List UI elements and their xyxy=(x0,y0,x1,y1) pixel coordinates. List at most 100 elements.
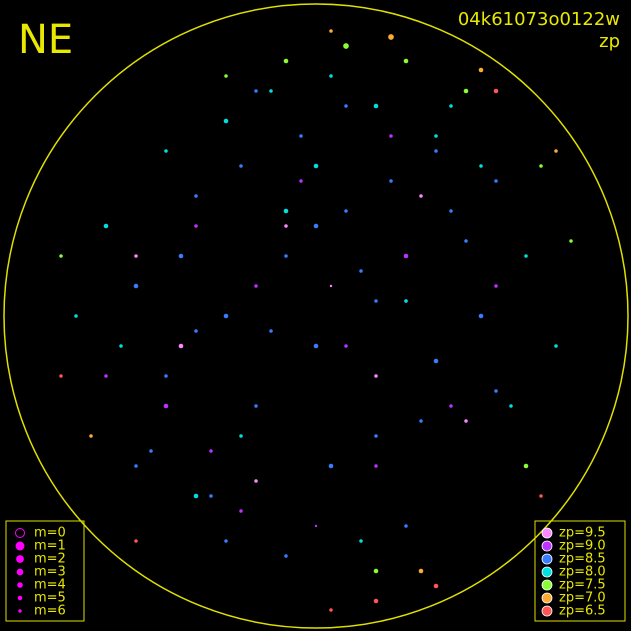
star xyxy=(254,284,258,288)
star xyxy=(389,134,393,138)
star xyxy=(134,254,138,258)
star xyxy=(328,463,334,469)
star xyxy=(194,329,198,333)
star xyxy=(478,67,484,73)
zp-legend-marker xyxy=(541,553,553,565)
star xyxy=(313,223,319,229)
star xyxy=(239,509,243,513)
star xyxy=(433,358,439,364)
star xyxy=(59,254,63,258)
star xyxy=(494,389,498,393)
star xyxy=(464,419,468,423)
star xyxy=(449,209,453,213)
star xyxy=(344,344,348,348)
star xyxy=(329,608,333,612)
star xyxy=(193,493,199,499)
star xyxy=(149,449,153,453)
zp-legend-box xyxy=(534,520,626,622)
star xyxy=(403,253,409,259)
star xyxy=(523,463,529,469)
star xyxy=(329,29,333,33)
star xyxy=(404,524,408,528)
magnitude-legend-label: m=5 xyxy=(34,591,66,606)
star xyxy=(194,194,198,198)
zp-legend-marker xyxy=(541,605,553,617)
star xyxy=(74,314,78,318)
star xyxy=(178,253,184,259)
star xyxy=(119,344,123,348)
star xyxy=(434,134,438,138)
star xyxy=(134,539,138,543)
star xyxy=(254,89,258,93)
star xyxy=(493,88,499,94)
star xyxy=(418,568,424,574)
star xyxy=(373,568,379,574)
star xyxy=(494,179,498,183)
star xyxy=(404,299,408,303)
star xyxy=(133,283,139,289)
star xyxy=(223,118,229,124)
star xyxy=(299,179,303,183)
star xyxy=(554,149,558,153)
star xyxy=(209,494,213,498)
star xyxy=(479,164,483,168)
star xyxy=(269,89,273,93)
star xyxy=(373,598,379,604)
star xyxy=(374,464,378,468)
star xyxy=(374,374,378,378)
zp-legend-label: zp=9.5 xyxy=(559,526,606,541)
chart-subtitle: zp xyxy=(599,31,620,52)
star xyxy=(224,74,228,78)
star xyxy=(329,74,333,78)
star xyxy=(163,403,169,409)
star xyxy=(434,149,438,153)
star xyxy=(524,254,528,258)
star xyxy=(463,88,469,94)
star xyxy=(223,313,229,319)
star xyxy=(104,374,108,378)
magnitude-legend-label: m=6 xyxy=(34,604,66,619)
star xyxy=(313,343,319,349)
star xyxy=(254,479,258,483)
magnitude-legend-marker xyxy=(16,555,24,563)
star xyxy=(344,209,348,213)
magnitude-legend-label: m=4 xyxy=(34,578,66,593)
magnitude-legend-marker xyxy=(17,582,23,588)
star xyxy=(419,194,423,198)
zp-legend-label: zp=6.5 xyxy=(559,604,606,619)
horizon-circle xyxy=(3,3,629,629)
star xyxy=(403,58,409,64)
star xyxy=(539,164,543,168)
star xyxy=(329,284,333,288)
star xyxy=(89,434,93,438)
star xyxy=(194,224,198,228)
star xyxy=(283,208,289,214)
star xyxy=(359,539,363,543)
star xyxy=(269,329,273,333)
star xyxy=(299,134,303,138)
zp-legend-label: zp=9.0 xyxy=(559,539,606,554)
star xyxy=(284,224,288,228)
zp-legend-label: zp=7.5 xyxy=(559,578,606,593)
magnitude-legend-marker xyxy=(15,541,25,551)
magnitude-legend-marker xyxy=(17,595,23,601)
star xyxy=(59,374,63,378)
star xyxy=(478,313,484,319)
star xyxy=(374,434,378,438)
star xyxy=(388,34,394,40)
magnitude-legend-label: m=0 xyxy=(34,526,66,541)
star xyxy=(239,434,243,438)
star xyxy=(178,343,184,349)
star xyxy=(134,464,138,468)
star xyxy=(449,404,453,408)
star xyxy=(554,344,558,348)
star xyxy=(494,284,498,288)
magnitude-legend-marker xyxy=(16,568,24,576)
zp-legend-label: zp=8.0 xyxy=(559,565,606,580)
star xyxy=(433,583,439,589)
star xyxy=(389,179,393,183)
zp-legend-marker xyxy=(541,579,553,591)
chart-title: 04k61073o0122w xyxy=(458,9,620,30)
